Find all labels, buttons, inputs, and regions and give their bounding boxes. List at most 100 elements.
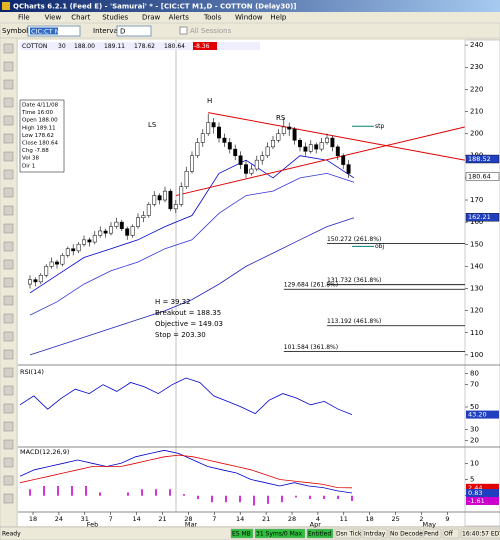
tool-icon[interactable] bbox=[3, 115, 14, 126]
rsi-line bbox=[19, 377, 353, 415]
tool-icon[interactable] bbox=[3, 457, 14, 468]
menu-item[interactable]: Help bbox=[270, 14, 287, 22]
menu-item[interactable]: File bbox=[18, 14, 30, 22]
y-tick-label: 110 bbox=[470, 329, 483, 337]
symbol-selection bbox=[30, 27, 58, 35]
status-text: Pend bbox=[424, 531, 439, 538]
tool-icon[interactable] bbox=[3, 403, 14, 414]
candle-body bbox=[325, 137, 329, 143]
x-tick-label: 2 bbox=[419, 515, 423, 523]
x-tick-label: 11 bbox=[340, 515, 348, 523]
tool-icon[interactable] bbox=[3, 187, 14, 198]
sessions-checkbox[interactable] bbox=[179, 26, 188, 35]
trendline bbox=[175, 126, 465, 197]
pattern-label: LS bbox=[148, 121, 157, 129]
tool-icon[interactable] bbox=[3, 421, 14, 432]
moving-average bbox=[29, 217, 355, 356]
rsi-last-label: 43.20 bbox=[468, 411, 487, 419]
status-cell bbox=[254, 528, 306, 539]
candle-body bbox=[244, 164, 248, 174]
status-cell bbox=[442, 528, 460, 539]
status-cell bbox=[334, 528, 362, 539]
tool-icon[interactable] bbox=[3, 205, 14, 216]
candle-body bbox=[33, 279, 38, 283]
tool-icon[interactable] bbox=[3, 385, 14, 396]
candle-body bbox=[217, 126, 221, 139]
tool-icon[interactable] bbox=[3, 79, 14, 90]
status-text: Off bbox=[444, 531, 454, 538]
status-cell bbox=[422, 528, 442, 539]
header-bg bbox=[20, 42, 260, 50]
header-field: 180.64 bbox=[164, 43, 185, 50]
menu-item[interactable]: View bbox=[45, 14, 62, 22]
menu-item[interactable]: Alerts bbox=[169, 14, 190, 22]
y-tick-label: 150 bbox=[470, 240, 483, 248]
y-tick-label: 5 bbox=[470, 476, 474, 484]
tool-icon[interactable] bbox=[3, 439, 14, 450]
interval-select[interactable] bbox=[116, 25, 152, 37]
candle-body bbox=[308, 144, 313, 152]
tool-icon[interactable] bbox=[3, 169, 14, 180]
tool-icon[interactable] bbox=[3, 259, 14, 270]
y-tick-label: 240 bbox=[470, 41, 483, 49]
status-text: Dsn Tick bbox=[336, 531, 362, 538]
candle-body bbox=[103, 230, 108, 234]
chart-area bbox=[18, 40, 465, 526]
candle-body bbox=[109, 226, 113, 234]
candle-body bbox=[292, 128, 297, 141]
tool-icon[interactable] bbox=[3, 97, 14, 108]
menu-item[interactable]: Draw bbox=[142, 14, 161, 22]
tool-icon[interactable] bbox=[3, 493, 14, 504]
candle-body bbox=[271, 139, 275, 148]
candle-body bbox=[114, 221, 119, 227]
menu-bar bbox=[0, 12, 500, 23]
x-tick-label: 28 bbox=[288, 515, 296, 523]
data-box-line: Chg -7.88 bbox=[22, 148, 49, 154]
menu-item[interactable]: Tools bbox=[203, 14, 222, 22]
fib-label: 131.732 (361.8%) bbox=[327, 277, 381, 284]
menu-item[interactable]: Window bbox=[235, 14, 263, 22]
y-tick-label: 50 bbox=[470, 403, 479, 411]
menu-item[interactable]: Studies bbox=[102, 14, 128, 22]
tool-icon[interactable] bbox=[3, 313, 14, 324]
tool-icon[interactable] bbox=[3, 277, 14, 288]
candle-body bbox=[238, 155, 243, 165]
tool-icon[interactable] bbox=[3, 367, 14, 378]
tool-icon[interactable] bbox=[3, 133, 14, 144]
price-box bbox=[465, 213, 500, 222]
app-icon bbox=[2, 2, 10, 10]
header-field: COTTON bbox=[22, 43, 47, 50]
status-cell bbox=[230, 528, 254, 539]
tool-icon[interactable] bbox=[3, 241, 14, 252]
x-tick-label: 7 bbox=[109, 515, 113, 523]
candle-body bbox=[303, 146, 308, 152]
candle-body bbox=[281, 126, 286, 134]
tool-icon[interactable] bbox=[3, 331, 14, 342]
moving-average bbox=[29, 155, 355, 294]
tool-icon[interactable] bbox=[3, 223, 14, 234]
header-field: -8.36 bbox=[194, 43, 210, 50]
tool-icon[interactable] bbox=[3, 151, 14, 162]
candle-body bbox=[65, 248, 70, 256]
candle-body bbox=[152, 195, 157, 205]
candle-body bbox=[168, 190, 173, 210]
status-cell bbox=[388, 528, 422, 539]
status-cell bbox=[362, 528, 388, 539]
menu-item[interactable]: Chart bbox=[71, 14, 90, 22]
tool-icon[interactable] bbox=[3, 43, 14, 54]
tool-icon[interactable] bbox=[3, 475, 14, 486]
candle-body bbox=[314, 144, 319, 150]
candle-body bbox=[179, 186, 184, 205]
data-box-line: Date 4/11/08 bbox=[22, 103, 59, 109]
title-bar bbox=[0, 0, 500, 12]
status-text: No Decode bbox=[390, 531, 423, 538]
x-tick-label: 18 bbox=[366, 515, 374, 523]
price-box bbox=[465, 172, 500, 181]
note: Objective = 149.03 bbox=[155, 320, 223, 328]
x-tick-label: 21 bbox=[158, 515, 166, 523]
tool-icon[interactable] bbox=[3, 295, 14, 306]
tool-icon[interactable] bbox=[3, 61, 14, 72]
tool-icon[interactable] bbox=[3, 349, 14, 360]
note: Breakout = 188.35 bbox=[155, 309, 221, 317]
candle-body bbox=[92, 235, 97, 243]
